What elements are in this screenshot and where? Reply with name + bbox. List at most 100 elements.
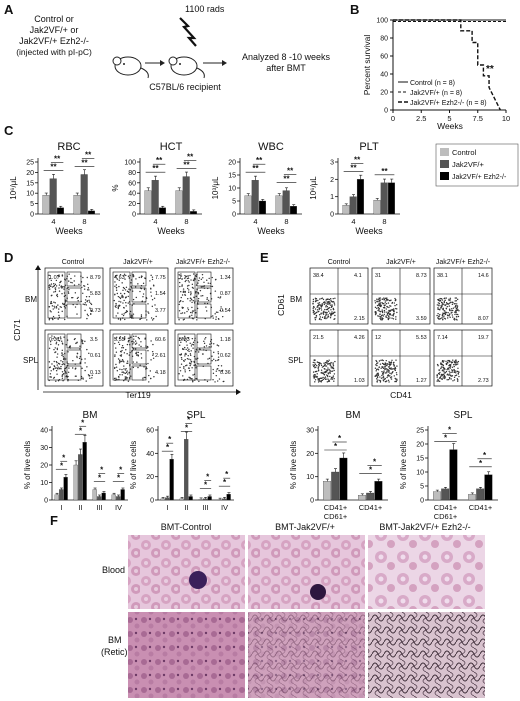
flow-dot [73, 284, 76, 286]
flow-dot [196, 302, 199, 304]
gate-value: 1.18 [220, 337, 231, 343]
flow-dot [205, 310, 208, 312]
flow-dot [187, 367, 190, 369]
flow-dot [127, 295, 129, 298]
flow-dot [187, 277, 189, 280]
flow-dot [316, 361, 319, 363]
flow-dot [53, 360, 55, 363]
bar [349, 196, 357, 215]
flow-dot [191, 337, 194, 340]
flow-dot [320, 309, 323, 311]
blood-cell-nucleus-2 [310, 584, 326, 600]
flow-dot [71, 282, 73, 284]
flow-dot [190, 279, 192, 281]
flow-dot [333, 302, 336, 304]
flow-dot [140, 353, 142, 355]
gate-value: 7.75 [155, 275, 166, 281]
flow-dot [393, 375, 395, 377]
flow-dot [445, 302, 448, 304]
bar [92, 489, 97, 501]
panel-e-flow: Control Jak2VF/+ Jak2VF/+ Ezh2-/- BM SPL… [276, 259, 493, 400]
flow-dot [128, 339, 130, 342]
bar [275, 195, 283, 215]
flow-dot [390, 373, 392, 375]
flow-dot [190, 297, 192, 300]
flow-dot [61, 275, 64, 277]
flow-dot [448, 315, 450, 317]
flow-dot [215, 316, 217, 318]
flow-dot [322, 301, 325, 304]
flow-dot [395, 318, 397, 320]
flow-dot [122, 360, 124, 362]
flow-dot [189, 353, 192, 355]
flow-dot [333, 304, 336, 306]
flow-dot [181, 284, 183, 286]
flow-dot [193, 278, 195, 280]
flow-dot [387, 363, 389, 366]
flow-dot [333, 369, 335, 372]
flow-dot [123, 299, 125, 302]
flow-dot [180, 273, 182, 275]
flow-dot [178, 277, 180, 280]
flow-dot [389, 364, 391, 367]
flow-dot [444, 310, 446, 312]
flow-dot [114, 285, 116, 288]
flow-dot [179, 354, 182, 356]
chart-ytick-label: 2 [330, 177, 334, 184]
flow-dot [320, 307, 322, 309]
flow-dot [124, 372, 127, 375]
flow-dot [437, 307, 439, 309]
blood-image-jak2vf [248, 535, 365, 609]
flow-dot [198, 380, 200, 383]
flow-dot [74, 292, 77, 294]
bar [59, 489, 64, 501]
flow-dot [127, 302, 129, 304]
surv-ytick-label: 0 [384, 108, 388, 115]
flow-dot [128, 354, 131, 356]
chart-ytick-label: 15 [26, 180, 34, 187]
flow-dot [323, 374, 326, 376]
flow-dot [385, 308, 387, 310]
flow-dot [442, 377, 444, 379]
chart-ytick-label: 60 [128, 180, 136, 187]
flow-dot [192, 344, 195, 346]
flow-dot [317, 370, 320, 372]
flow-dot [87, 374, 90, 376]
flow-dot [190, 345, 193, 347]
flow-dot [392, 361, 395, 364]
flow-dot [318, 302, 321, 304]
flow-dot [123, 352, 126, 354]
gate-box [196, 271, 212, 287]
flow-dot [442, 312, 445, 315]
bar [387, 182, 395, 215]
flow-dot [376, 373, 378, 376]
flow-dot [212, 358, 215, 360]
flow-dot [86, 289, 89, 291]
category-label: 8 [82, 217, 86, 226]
flow-dot [180, 291, 182, 293]
chart-title: SPL [187, 410, 206, 421]
flow-dot [312, 364, 314, 366]
flow-dot [137, 366, 139, 369]
flow-dot [332, 376, 334, 378]
flow-dot [443, 374, 445, 376]
chart-ytick-label: 10 [416, 470, 424, 477]
flow-dot [316, 370, 318, 373]
flow-dot [184, 346, 186, 349]
flow-dot [63, 336, 65, 338]
flow-dot [322, 312, 324, 314]
flow-dot [151, 350, 154, 353]
flow-dot [329, 372, 331, 374]
flow-dot [52, 308, 54, 310]
f-col-1: BMT-Jak2VF/+ [275, 522, 335, 532]
flow-dot [440, 373, 443, 376]
flow-dot [197, 282, 199, 284]
flow-dot [382, 363, 385, 365]
flow-dot [452, 359, 454, 361]
flow-dot [329, 297, 332, 300]
category-label: 8 [284, 217, 288, 226]
flow-dot [115, 351, 118, 353]
flow-dot [117, 358, 120, 360]
